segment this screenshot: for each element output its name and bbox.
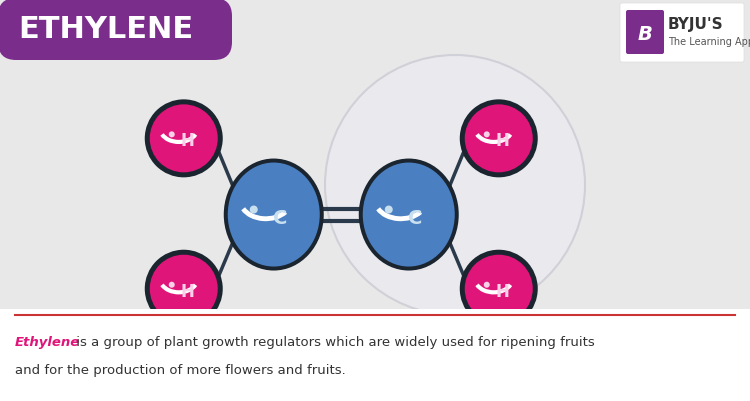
Text: B: B [638,24,652,43]
FancyBboxPatch shape [0,309,750,401]
Circle shape [145,99,223,177]
Text: C: C [407,209,422,228]
Text: ETHYLENE: ETHYLENE [18,14,194,43]
Ellipse shape [363,162,454,267]
Text: C: C [272,209,287,228]
FancyBboxPatch shape [0,0,232,60]
Circle shape [484,282,490,288]
Circle shape [169,132,175,138]
Text: H: H [181,132,195,150]
Ellipse shape [228,162,320,267]
Circle shape [250,206,258,214]
Text: and for the production of more flowers and fruits.: and for the production of more flowers a… [15,365,346,377]
Circle shape [460,99,538,177]
Text: H: H [181,283,195,301]
Circle shape [150,255,217,323]
Text: Ethylene: Ethylene [15,336,80,349]
Circle shape [150,104,217,172]
Text: is a group of plant growth regulators which are widely used for ripening fruits: is a group of plant growth regulators wh… [72,336,595,349]
FancyBboxPatch shape [626,10,664,54]
Circle shape [484,132,490,138]
Text: BYJU'S: BYJU'S [668,18,724,32]
Ellipse shape [224,158,324,271]
Circle shape [465,255,532,323]
Circle shape [460,250,538,328]
Ellipse shape [358,158,459,271]
Text: The Learning App: The Learning App [668,37,750,47]
Circle shape [385,206,393,214]
FancyBboxPatch shape [620,3,744,62]
Circle shape [169,282,175,288]
Circle shape [465,104,532,172]
Circle shape [145,250,223,328]
Text: H: H [496,283,510,301]
Circle shape [325,55,585,315]
Text: H: H [496,132,510,150]
